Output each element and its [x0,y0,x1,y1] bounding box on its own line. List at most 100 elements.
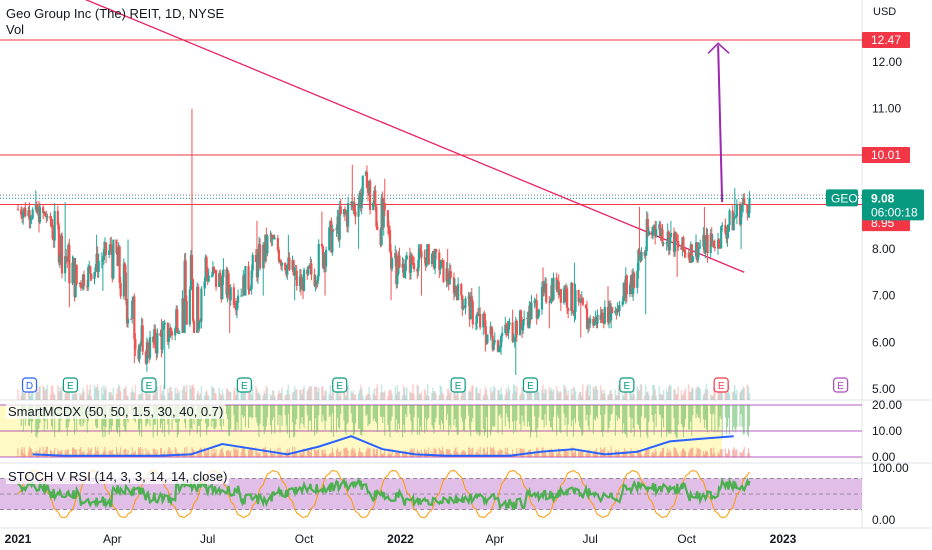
candle-body [71,262,74,284]
volume-bar [352,390,355,400]
volume-bar [654,389,656,400]
candle-body [249,288,252,291]
volume-bar [703,393,706,400]
earnings-marker [236,377,252,393]
volume-bar [365,395,367,400]
candle-body [571,282,574,312]
candle-body [176,309,179,333]
candle-body [446,268,449,281]
candle-body [232,287,235,306]
volume-bar [721,389,724,400]
volume-bar [454,385,456,400]
volume-bar [512,384,515,400]
volume-bar [64,394,66,400]
candle-body [53,210,56,241]
volume-bar [243,391,246,400]
volume-bar [86,384,88,400]
candle-body [497,348,501,352]
price-tag-12-47: 12.47 [871,33,901,47]
volume-bar [134,384,137,400]
candle-body [720,226,723,249]
volume-bar [720,393,722,400]
candle-body [413,263,416,270]
volume-bar [464,387,467,400]
candle-body [567,307,570,311]
candle-body [417,260,420,272]
candle-body [57,224,60,263]
volume-bar [639,384,642,400]
volume-bar [574,391,577,400]
candle-body [131,300,134,320]
time-tick-label: 2021 [5,532,32,546]
volume-bar [507,385,510,400]
candle-body [469,295,472,320]
candle-body [68,244,71,284]
volume-bar [149,393,151,400]
candle-body [614,310,617,313]
candle-body [286,264,289,275]
candle-body [277,249,281,262]
candle-body [391,258,394,269]
volume-bar [277,393,279,400]
volume-bar [652,385,654,400]
candle-body [87,267,90,288]
candle-body [235,302,239,311]
candle-body [706,234,709,254]
volume-bar [604,393,606,400]
candle-body [146,342,150,356]
candle-body [638,249,641,254]
candle-body [618,304,621,312]
volume-bar [580,395,583,400]
candle-body [621,301,624,305]
candle-body [292,260,295,276]
candle-body [404,259,407,272]
candle-body [475,314,479,323]
smartmcdx-label: SmartMCDX (50, 50, 1.5, 30, 40, 0.7) [6,404,226,419]
candle-body [709,233,712,254]
price-tag-10-01-bg [862,146,910,163]
volume-bar [490,392,493,400]
time-tick-label: 2023 [770,532,797,546]
volume-bar [519,395,521,400]
volume-bar [717,394,719,400]
volume-bar [742,386,744,400]
volume-bar [373,388,376,400]
candle-body [386,210,390,227]
candle-body [536,316,539,319]
volume-bar [542,384,544,400]
volume-bar [733,385,736,400]
volume-bar [523,394,525,400]
candle-body [324,250,328,267]
volume-bar [170,387,172,400]
volume-bar [511,393,514,400]
volume-bar [215,393,217,400]
candle-body [435,248,438,253]
candle-body [387,226,391,231]
candle-body [154,329,157,348]
candle-body [266,235,269,254]
volume-bar [67,386,70,400]
volume-bar [204,392,207,400]
candle-body [433,248,437,269]
volume-bar [156,386,159,400]
volume-bar [88,389,91,400]
volume-bar [248,386,251,400]
volume-bar [303,386,305,400]
candle-body [20,209,23,215]
candle-body [741,205,744,211]
volume-bar [163,395,166,400]
candle-body [347,203,350,227]
volume-bar [535,386,538,400]
candle-body [402,263,405,278]
volume-bar [589,384,591,400]
candle-body [49,216,52,220]
volume-bar [161,390,164,400]
candle-body [479,313,482,328]
volume-bar [632,388,634,400]
candle-body [163,322,166,325]
candle-body [682,237,685,251]
candle-body [645,218,648,252]
volume-bar [112,387,115,400]
volume-bar [314,386,317,400]
